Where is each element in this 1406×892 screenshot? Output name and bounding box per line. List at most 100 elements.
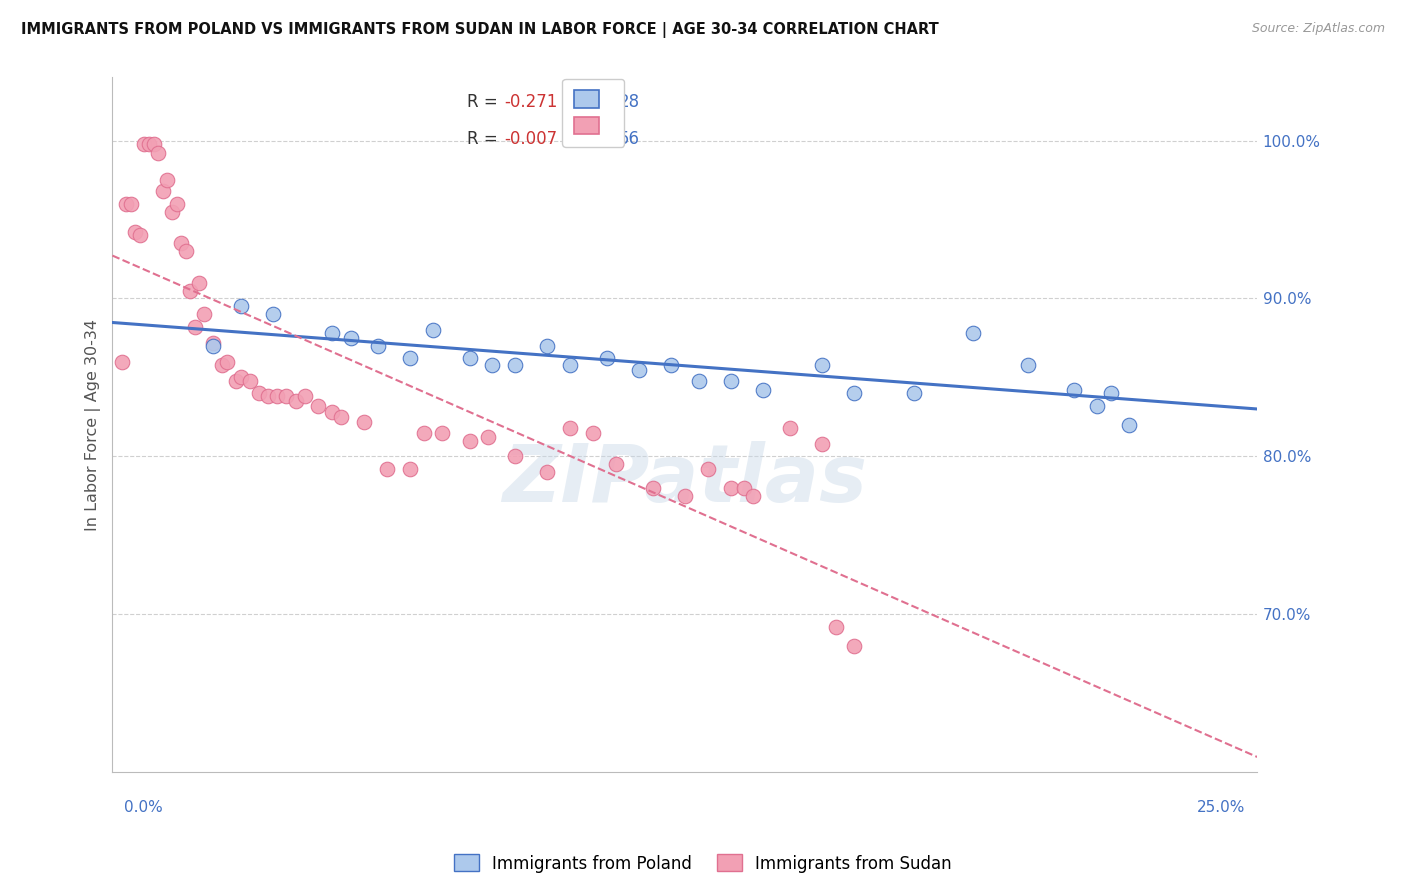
Text: -0.007: -0.007 bbox=[503, 129, 557, 147]
Legend: Immigrants from Poland, Immigrants from Sudan: Immigrants from Poland, Immigrants from … bbox=[447, 847, 959, 880]
Point bbox=[742, 489, 765, 503]
Point bbox=[582, 425, 605, 440]
Text: Source: ZipAtlas.com: Source: ZipAtlas.com bbox=[1251, 22, 1385, 36]
Point bbox=[193, 307, 215, 321]
Point bbox=[779, 421, 801, 435]
Point bbox=[430, 425, 453, 440]
Point bbox=[751, 383, 773, 397]
Point bbox=[627, 362, 650, 376]
Point bbox=[1017, 358, 1039, 372]
Point bbox=[308, 399, 330, 413]
Text: N =: N = bbox=[572, 129, 620, 147]
Point bbox=[458, 351, 481, 366]
Text: N =: N = bbox=[572, 93, 620, 111]
Point bbox=[170, 236, 193, 251]
Point bbox=[247, 386, 270, 401]
Point bbox=[1085, 399, 1108, 413]
Point bbox=[184, 319, 207, 334]
Point bbox=[481, 358, 503, 372]
Point bbox=[120, 196, 142, 211]
Point bbox=[720, 374, 742, 388]
Y-axis label: In Labor Force | Age 30-34: In Labor Force | Age 30-34 bbox=[86, 318, 101, 531]
Point bbox=[353, 415, 375, 429]
Point bbox=[811, 436, 834, 450]
Point bbox=[115, 196, 138, 211]
Point bbox=[225, 374, 247, 388]
Point bbox=[110, 354, 132, 368]
Point bbox=[1063, 383, 1085, 397]
Point bbox=[903, 386, 925, 401]
Point bbox=[811, 358, 834, 372]
Point bbox=[202, 335, 225, 350]
Point bbox=[229, 299, 252, 313]
Point bbox=[673, 489, 696, 503]
Point bbox=[505, 358, 527, 372]
Point bbox=[536, 339, 558, 353]
Point bbox=[257, 389, 280, 403]
Point bbox=[156, 173, 179, 187]
Point bbox=[142, 136, 165, 151]
Legend: , : , bbox=[562, 78, 624, 147]
Point bbox=[733, 481, 755, 495]
Point bbox=[188, 276, 211, 290]
Point bbox=[202, 339, 225, 353]
Point bbox=[1118, 417, 1140, 432]
Point bbox=[458, 434, 481, 448]
Point bbox=[696, 462, 718, 476]
Point bbox=[179, 284, 201, 298]
Point bbox=[276, 389, 298, 403]
Point bbox=[605, 457, 627, 471]
Point bbox=[166, 196, 188, 211]
Point bbox=[536, 465, 558, 479]
Point bbox=[330, 409, 353, 424]
Point bbox=[720, 481, 742, 495]
Point bbox=[560, 358, 582, 372]
Point bbox=[375, 462, 398, 476]
Point bbox=[505, 450, 527, 464]
Point bbox=[124, 225, 146, 239]
Text: R =: R = bbox=[467, 93, 503, 111]
Point bbox=[596, 351, 619, 366]
Point bbox=[215, 354, 238, 368]
Point bbox=[262, 307, 284, 321]
Point bbox=[321, 326, 343, 341]
Text: -0.271: -0.271 bbox=[503, 93, 557, 111]
Point bbox=[477, 430, 499, 444]
Point bbox=[134, 136, 156, 151]
Point bbox=[160, 204, 183, 219]
Point bbox=[367, 339, 389, 353]
Point bbox=[659, 358, 682, 372]
Point bbox=[399, 462, 422, 476]
Point bbox=[239, 374, 262, 388]
Point bbox=[399, 351, 422, 366]
Point bbox=[148, 146, 170, 161]
Point bbox=[266, 389, 288, 403]
Point bbox=[422, 323, 444, 337]
Point bbox=[321, 405, 343, 419]
Text: R =: R = bbox=[467, 129, 503, 147]
Point bbox=[152, 184, 174, 198]
Point bbox=[211, 358, 233, 372]
Text: ZIPatlas: ZIPatlas bbox=[502, 442, 868, 519]
Text: 56: 56 bbox=[619, 129, 640, 147]
Text: 25.0%: 25.0% bbox=[1198, 800, 1246, 815]
Point bbox=[560, 421, 582, 435]
Point bbox=[339, 331, 361, 345]
Point bbox=[284, 394, 307, 409]
Text: IMMIGRANTS FROM POLAND VS IMMIGRANTS FROM SUDAN IN LABOR FORCE | AGE 30-34 CORRE: IMMIGRANTS FROM POLAND VS IMMIGRANTS FRO… bbox=[21, 22, 939, 38]
Point bbox=[825, 620, 848, 634]
Point bbox=[138, 136, 160, 151]
Text: 0.0%: 0.0% bbox=[124, 800, 163, 815]
Point bbox=[174, 244, 197, 259]
Point bbox=[294, 389, 316, 403]
Point bbox=[688, 374, 710, 388]
Point bbox=[1099, 386, 1122, 401]
Point bbox=[962, 326, 984, 341]
Point bbox=[641, 481, 664, 495]
Point bbox=[844, 386, 866, 401]
Text: 28: 28 bbox=[619, 93, 640, 111]
Point bbox=[412, 425, 434, 440]
Point bbox=[844, 639, 866, 653]
Point bbox=[229, 370, 252, 384]
Point bbox=[128, 228, 150, 243]
